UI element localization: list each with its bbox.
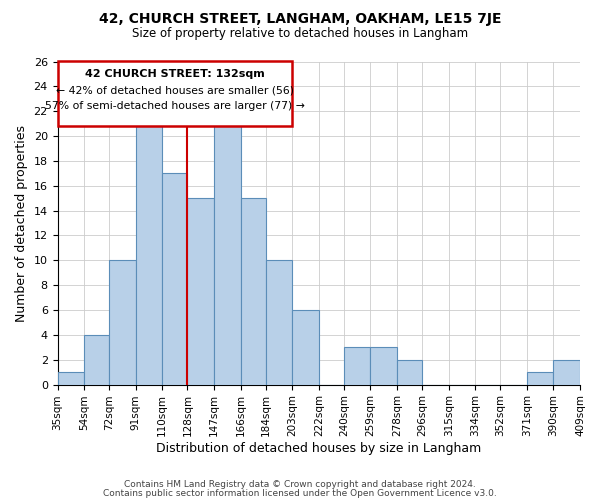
Y-axis label: Number of detached properties: Number of detached properties: [15, 124, 28, 322]
Bar: [266, 260, 292, 384]
Bar: [370, 348, 397, 385]
Bar: [187, 198, 214, 384]
Text: Contains HM Land Registry data © Crown copyright and database right 2024.: Contains HM Land Registry data © Crown c…: [124, 480, 476, 489]
Bar: [84, 335, 109, 384]
Bar: [527, 372, 553, 384]
Text: 57% of semi-detached houses are larger (77) →: 57% of semi-detached houses are larger (…: [45, 102, 305, 112]
Text: ← 42% of detached houses are smaller (56): ← 42% of detached houses are smaller (56…: [56, 85, 294, 95]
Bar: [553, 360, 580, 384]
Text: Size of property relative to detached houses in Langham: Size of property relative to detached ho…: [132, 28, 468, 40]
X-axis label: Distribution of detached houses by size in Langham: Distribution of detached houses by size …: [156, 442, 481, 455]
Bar: [344, 348, 370, 385]
Bar: [163, 174, 187, 384]
Bar: [292, 310, 319, 384]
Bar: [241, 198, 266, 384]
Bar: [109, 260, 136, 384]
Bar: [214, 111, 241, 384]
Text: 42, CHURCH STREET, LANGHAM, OAKHAM, LE15 7JE: 42, CHURCH STREET, LANGHAM, OAKHAM, LE15…: [99, 12, 501, 26]
Text: 42 CHURCH STREET: 132sqm: 42 CHURCH STREET: 132sqm: [85, 69, 265, 79]
Bar: [58, 62, 292, 126]
Bar: [136, 111, 163, 384]
Bar: [58, 372, 84, 384]
Text: Contains public sector information licensed under the Open Government Licence v3: Contains public sector information licen…: [103, 489, 497, 498]
Bar: [397, 360, 422, 384]
